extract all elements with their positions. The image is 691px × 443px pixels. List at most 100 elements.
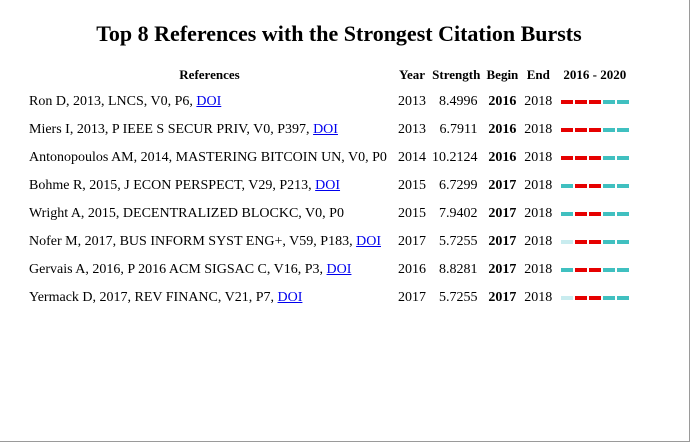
burst-segment — [589, 296, 602, 300]
burst-segment — [575, 296, 588, 300]
burst-timeline — [561, 153, 631, 163]
reference-cell: Antonopoulos AM, 2014, MASTERING BITCOIN… — [24, 144, 395, 172]
year-segment — [603, 100, 616, 104]
burst-segment — [561, 156, 574, 160]
reference-cell: Ron D, 2013, LNCS, V0, P6, DOI — [24, 88, 395, 116]
table-row: Bohme R, 2015, J ECON PERSPECT, V29, P21… — [24, 172, 634, 200]
year-segment — [561, 184, 574, 188]
strength-cell: 5.7255 — [439, 290, 478, 305]
reference-cell: Wright A, 2015, DECENTRALIZED BLOCKC, V0… — [24, 200, 395, 228]
doi-link[interactable]: DOI — [315, 178, 341, 193]
burst-segment — [575, 212, 588, 216]
burst-bar-cell — [555, 256, 634, 284]
header-references: References — [179, 67, 240, 82]
reference-cell: Gervais A, 2016, P 2016 ACM SIGSAC C, V1… — [24, 256, 395, 284]
header-row: References Year Strength Begin End 2016 … — [24, 62, 634, 88]
reference-text: Miers I, 2013, P IEEE S SECUR PRIV, V0, … — [29, 122, 314, 137]
doi-link[interactable]: DOI — [277, 290, 303, 305]
header-begin: Begin — [486, 67, 519, 82]
burst-timeline — [561, 181, 631, 191]
doi-link[interactable]: DOI — [313, 122, 338, 137]
burst-timeline — [561, 237, 631, 247]
reference-cell: Yermack D, 2017, REV FINANC, V21, P7, DO… — [24, 284, 395, 312]
doi-link[interactable]: DOI — [326, 262, 352, 277]
table-row: Antonopoulos AM, 2014, MASTERING BITCOIN… — [24, 144, 634, 172]
burst-bar-cell — [555, 88, 634, 116]
year-cell: 2014 — [398, 150, 426, 165]
year-segment — [617, 296, 630, 300]
header-strength: Strength — [432, 67, 481, 82]
begin-cell: 2016 — [488, 94, 517, 109]
header-end: End — [526, 67, 550, 82]
burst-bar-cell — [555, 144, 634, 172]
burst-segment — [589, 240, 602, 244]
year-cell: 2016 — [398, 262, 426, 277]
year-segment — [617, 156, 630, 160]
strength-cell: 6.7911 — [439, 122, 478, 137]
begin-cell: 2016 — [488, 150, 517, 165]
begin-cell: 2017 — [488, 178, 517, 193]
table-row: Ron D, 2013, LNCS, V0, P6, DOI 2013 8.4996… — [24, 88, 634, 116]
begin-cell: 2017 — [488, 290, 517, 305]
reference-text: Antonopoulos AM, 2014, MASTERING BITCOIN… — [29, 150, 387, 165]
table-row: Nofer M, 2017, BUS INFORM SYST ENG+, V59… — [24, 228, 634, 256]
year-cell: 2017 — [398, 234, 426, 249]
burst-segment — [575, 100, 588, 104]
year-segment — [603, 268, 616, 272]
burst-segment — [589, 212, 602, 216]
reference-text: Yermack D, 2017, REV FINANC, V21, P7, — [29, 290, 278, 305]
burst-timeline — [561, 265, 631, 275]
burst-segment — [561, 128, 574, 132]
strength-cell: 10.2124 — [432, 150, 478, 165]
strength-cell: 8.4996 — [439, 94, 478, 109]
reference-text: Nofer M, 2017, BUS INFORM SYST ENG+, V59… — [29, 234, 357, 249]
year-cell: 2013 — [398, 122, 426, 137]
burst-segment — [575, 156, 588, 160]
begin-cell: 2017 — [488, 206, 517, 221]
burst-segment — [575, 184, 588, 188]
burst-bar-cell — [555, 172, 634, 200]
burst-timeline — [561, 293, 631, 303]
header-range: 2016 - 2020 — [563, 67, 627, 82]
burst-bar-cell — [555, 116, 634, 144]
doi-link[interactable]: DOI — [356, 234, 381, 249]
year-cell: 2017 — [398, 290, 426, 305]
doi-link[interactable]: DOI — [196, 94, 222, 109]
strength-cell: 5.7255 — [439, 234, 478, 249]
burst-bar-cell — [555, 284, 634, 312]
strength-cell: 6.7299 — [439, 178, 478, 193]
year-segment — [617, 240, 630, 244]
table-row: Gervais A, 2016, P 2016 ACM SIGSAC C, V1… — [24, 256, 634, 284]
table-row: Miers I, 2013, P IEEE S SECUR PRIV, V0, … — [24, 116, 634, 144]
begin-cell: 2016 — [488, 122, 517, 137]
reference-text: Ron D, 2013, LNCS, V0, P6, — [29, 94, 197, 109]
year-segment — [561, 268, 574, 272]
end-cell: 2018 — [524, 234, 553, 249]
year-segment — [617, 268, 630, 272]
year-segment — [603, 184, 616, 188]
reference-cell: Bohme R, 2015, J ECON PERSPECT, V29, P21… — [24, 172, 395, 200]
year-segment — [561, 240, 574, 244]
end-cell: 2018 — [524, 178, 553, 193]
table-body: Ron D, 2013, LNCS, V0, P6, DOI 2013 8.4996… — [24, 88, 634, 312]
end-cell: 2018 — [524, 290, 553, 305]
burst-segment — [575, 268, 588, 272]
end-cell: 2018 — [524, 262, 553, 277]
burst-segment — [575, 128, 588, 132]
year-segment — [603, 212, 616, 216]
year-segment — [561, 212, 574, 216]
year-cell: 2013 — [398, 94, 426, 109]
burst-segment — [575, 240, 588, 244]
burst-segment — [589, 268, 602, 272]
year-segment — [603, 296, 616, 300]
reference-cell: Miers I, 2013, P IEEE S SECUR PRIV, V0, … — [24, 116, 395, 144]
reference-text: Gervais A, 2016, P 2016 ACM SIGSAC C, V1… — [29, 262, 327, 277]
year-segment — [603, 156, 616, 160]
burst-bar-cell — [555, 228, 634, 256]
year-segment — [603, 128, 616, 132]
end-cell: 2018 — [524, 94, 553, 109]
burst-segment — [561, 100, 574, 104]
burst-segment — [589, 156, 602, 160]
year-cell: 2015 — [398, 206, 426, 221]
end-cell: 2018 — [524, 150, 553, 165]
